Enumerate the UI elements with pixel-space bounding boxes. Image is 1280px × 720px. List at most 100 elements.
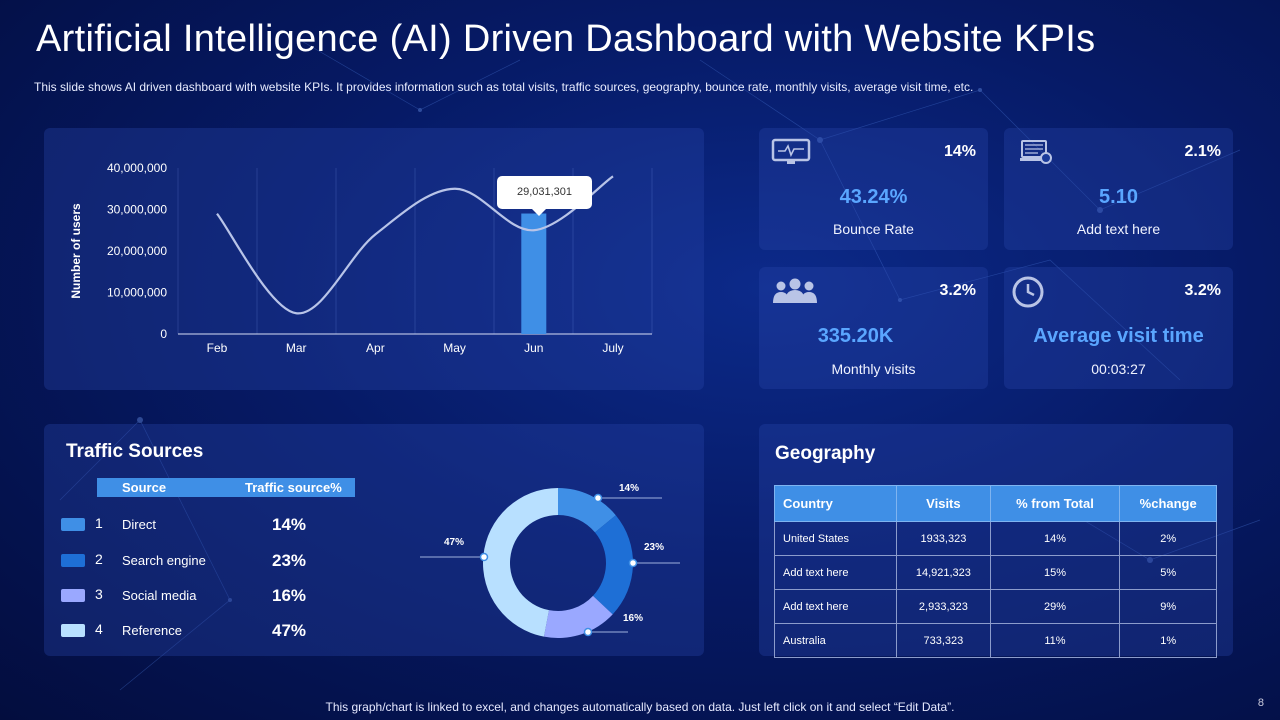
users-group-icon <box>773 278 817 303</box>
donut-leader-dot <box>479 552 489 562</box>
y-axis-label: Number of users <box>69 203 83 299</box>
highlight-bar <box>521 213 547 334</box>
users-series-line <box>216 175 614 315</box>
x-tick-label: Jun <box>524 341 543 355</box>
page-subtitle: This slide shows AI driven dashboard wit… <box>34 80 974 94</box>
kpi-label: Monthly visits <box>831 361 916 377</box>
x-tick-label: May <box>443 341 466 355</box>
row-number: 3 <box>95 586 103 602</box>
donut-data-label: 16% <box>623 613 643 624</box>
cell-visits: 2,933,323 <box>896 589 991 624</box>
y-tick-label: 0 <box>160 327 167 341</box>
y-tick-label: 40,000,000 <box>107 161 167 175</box>
row-value: 16% <box>272 586 307 605</box>
row-number: 1 <box>95 515 103 531</box>
table-row: Add text here 2,933,323 29% 9% <box>773 589 1217 624</box>
table-row: Australia 733,323 11% 1% <box>773 623 1217 658</box>
users-chart-panel[interactable] <box>44 128 704 390</box>
cell-country: Add text here <box>773 589 898 624</box>
legend-swatch <box>61 589 85 602</box>
cell-visits: 1933,323 <box>896 521 991 556</box>
monitor-pulse-icon <box>771 138 811 164</box>
row-value: 14% <box>272 515 307 534</box>
kpi-label: 00:03:27 <box>1091 361 1146 377</box>
kpi-change: 14% <box>943 143 976 160</box>
x-tick-label: Apr <box>366 341 385 355</box>
donut-data-label: 23% <box>644 542 664 553</box>
legend-swatch <box>61 624 85 637</box>
col-visits: Visits <box>896 485 991 522</box>
footer-note: This graph/chart is linked to excel, and… <box>325 700 955 714</box>
row-label: Direct <box>122 517 156 532</box>
cell-change: 9% <box>1119 589 1217 624</box>
x-tick-label: Feb <box>207 341 228 355</box>
cell-from-total: 15% <box>989 555 1121 590</box>
cell-from-total: 14% <box>989 521 1121 556</box>
kpi-value: Average visit time <box>1033 325 1204 347</box>
cell-from-total: 11% <box>989 623 1121 658</box>
cell-change: 1% <box>1119 623 1217 658</box>
y-tick-label: 20,000,000 <box>107 244 167 258</box>
kpi-change: 3.2% <box>1184 282 1221 299</box>
kpi-value: 43.24% <box>839 186 908 208</box>
cell-visits: 733,323 <box>896 623 991 658</box>
header-traffic-source: Traffic source% <box>245 480 342 495</box>
col-change: %change <box>1119 485 1217 522</box>
row-value: 47% <box>272 621 307 640</box>
cell-country: United States <box>773 521 898 556</box>
kpi-card-bounce-rate[interactable]: 14% 43.24% Bounce Rate <box>759 128 988 250</box>
legend-swatch <box>61 518 85 531</box>
row-label: Social media <box>122 588 197 603</box>
kpi-card-monthly-visits[interactable]: 3.2% 335.20K Monthly visits <box>759 267 988 389</box>
kpi-label: Bounce Rate <box>833 221 914 237</box>
traffic-table-header: Source Traffic source% <box>97 478 355 497</box>
table-row: Add text here 14,921,323 15% 5% <box>773 555 1217 590</box>
header-source: Source <box>122 480 167 495</box>
kpi-change: 3.2% <box>939 282 976 299</box>
x-tick-label: July <box>602 341 623 355</box>
page-number: 8 <box>1257 697 1264 709</box>
geography-title: Geography <box>775 443 876 464</box>
geography-table: Country Visits % from Total %change Unit… <box>773 485 1217 658</box>
computer-settings-icon <box>1020 140 1052 164</box>
cell-visits: 14,921,323 <box>896 555 991 590</box>
donut-slice-direct <box>558 488 616 533</box>
kpi-card-add-text[interactable]: 2.1% 5.10 Add text here <box>1004 128 1233 250</box>
kpi-change: 2.1% <box>1184 143 1221 160</box>
cell-from-total: 29% <box>989 589 1121 624</box>
col-from-total: % from Total <box>989 485 1121 522</box>
chart-callout: 29,031,301 <box>497 176 592 216</box>
donut-data-label: 14% <box>619 483 639 494</box>
traffic-row: 2 Search engine 23% <box>60 549 360 573</box>
y-tick-label: 10,000,000 <box>107 286 167 300</box>
kpi-card-average-visit-time[interactable]: 3.2% Average visit time 00:03:27 <box>1004 267 1233 389</box>
geography-header-row: Country Visits % from Total %change <box>773 485 1217 522</box>
kpi-value: 335.20K <box>817 325 894 347</box>
cell-change: 5% <box>1119 555 1217 590</box>
legend-swatch <box>61 554 85 567</box>
kpi-label: Add text here <box>1076 221 1161 237</box>
y-tick-label: 30,000,000 <box>107 203 167 217</box>
row-number: 2 <box>95 551 103 567</box>
x-tick-label: Mar <box>286 341 307 355</box>
col-country: Country <box>773 485 898 522</box>
donut-leader-dot <box>593 493 603 503</box>
row-value: 23% <box>272 551 307 570</box>
traffic-sources-title: Traffic Sources <box>66 441 204 462</box>
row-label: Reference <box>122 623 182 638</box>
traffic-row: 3 Social media 16% <box>60 584 360 608</box>
page-title: Artificial Intelligence (AI) Driven Dash… <box>36 18 1096 60</box>
row-number: 4 <box>95 621 103 637</box>
donut-slice-search-engine <box>592 515 633 615</box>
donut-leader-dot <box>583 627 593 637</box>
kpi-value: 5.10 <box>1099 186 1138 208</box>
donut-leader-dot <box>628 558 638 568</box>
cell-change: 2% <box>1119 521 1217 556</box>
row-label: Search engine <box>122 553 206 568</box>
donut-slice-social-media <box>543 595 613 639</box>
clock-icon <box>1012 276 1044 308</box>
table-row: United States 1933,323 14% 2% <box>773 521 1217 556</box>
traffic-row: 1 Direct 14% <box>60 513 360 537</box>
